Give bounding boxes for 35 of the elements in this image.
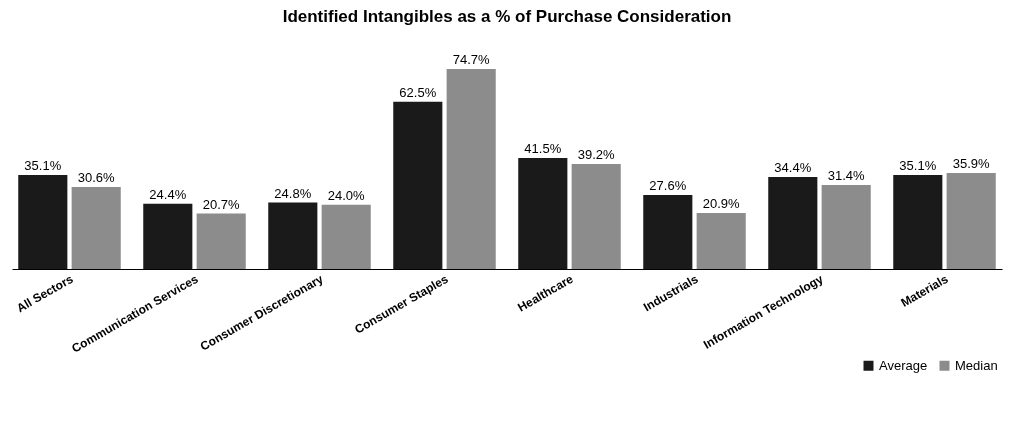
data-label: 34.4% [774,159,812,175]
data-label: 31.4% [827,167,866,183]
data-label: 35.9% [952,155,991,171]
legend-label: Average [879,357,928,373]
bar [196,213,246,269]
bar [143,203,193,269]
bar [268,202,318,269]
bar [71,187,121,269]
data-label: 41.5% [524,140,562,156]
bar [893,175,943,269]
bar [946,172,996,269]
data-label: 74.7% [452,52,491,67]
data-label: 35.1% [899,158,937,174]
legend-label: Median [955,357,998,373]
data-label: 30.6% [77,170,116,186]
bar [446,69,496,269]
bar [321,204,371,269]
data-label: 39.2% [577,147,616,163]
bar [571,164,621,269]
bar [393,101,443,269]
data-label: 20.9% [702,196,741,212]
bar [768,176,818,269]
data-label: 62.5% [399,84,437,100]
data-label: 27.6% [649,178,687,194]
data-label: 24.8% [274,185,312,201]
bar [643,195,693,269]
data-label: 20.7% [202,196,241,212]
data-label: 24.4% [149,186,187,202]
data-label: 24.0% [327,187,366,203]
bar [821,184,871,269]
bar [518,157,568,269]
chart-title: Identified Intangibles as a % of Purchase Consideration [282,7,732,26]
bar [696,213,746,269]
bar [18,175,68,269]
data-label: 35.1% [24,158,62,174]
